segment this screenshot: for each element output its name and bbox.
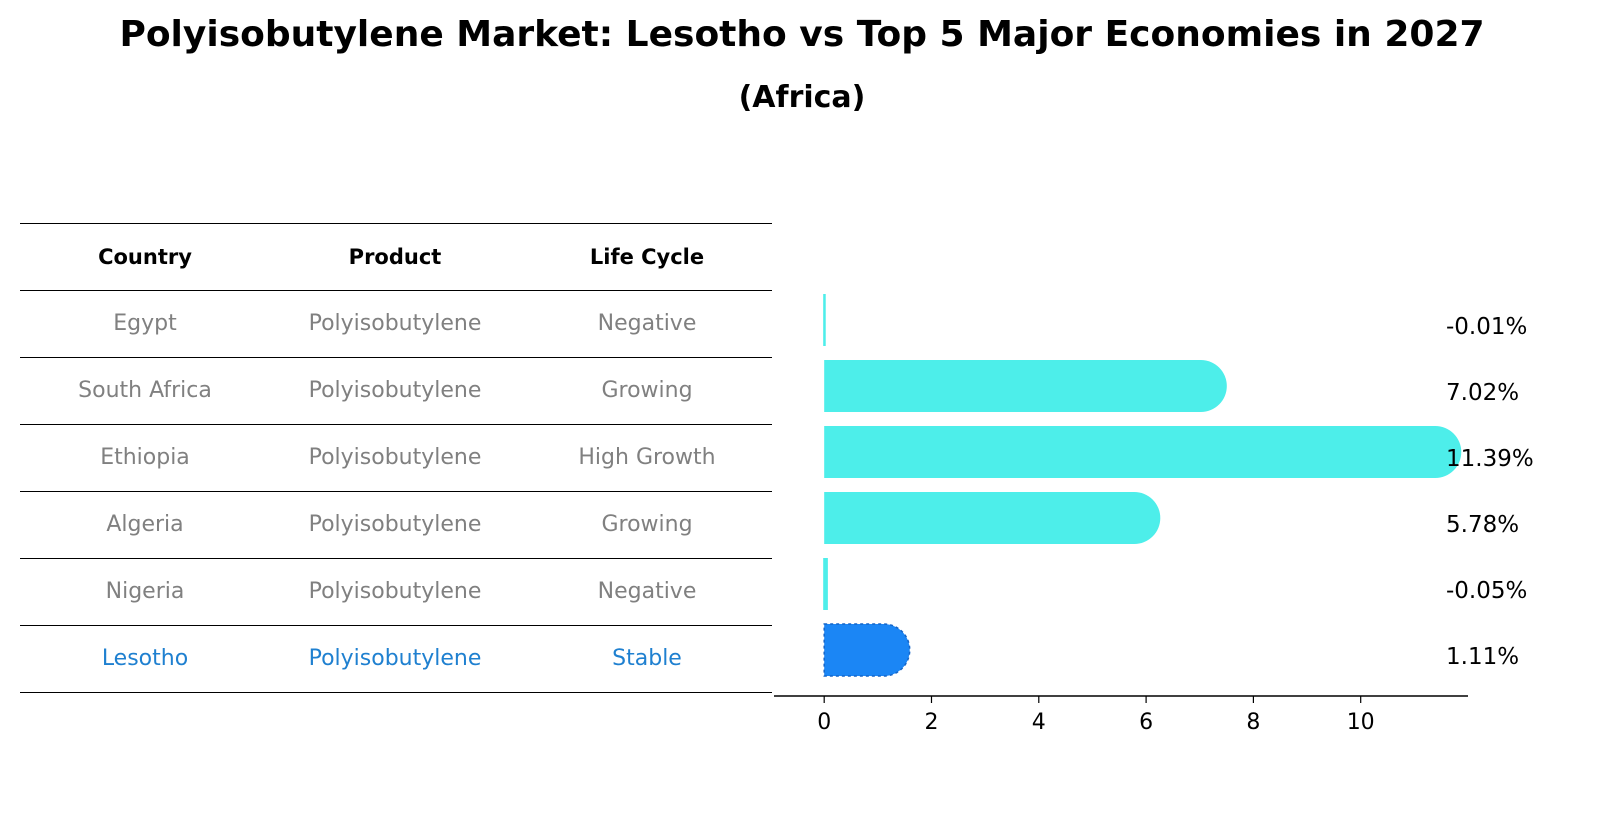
value-label: 11.39% (1446, 446, 1534, 472)
header-life-cycle: Life Cycle (589, 245, 705, 269)
value-label: -0.05% (1446, 578, 1527, 604)
header-country: Country (98, 245, 192, 269)
cell-country: Algeria (106, 512, 184, 537)
cell-product: Polyisobutylene (308, 445, 482, 470)
chart-subtitle: (Africa) (738, 80, 866, 115)
cell-product: Polyisobutylene (308, 646, 482, 671)
bar-ethiopia (824, 426, 1462, 478)
bar-chart: 0 2 4 6 8 10 -0.01% 7.02% 11.39% 5.78% -0.05% 1.11% (774, 294, 1534, 735)
comparison-table: Country Product Life Cycle Egypt Polyiso… (20, 223, 772, 693)
bar-lesotho (823, 623, 911, 677)
value-label: 7.02% (1446, 380, 1519, 406)
cell-life-cycle: Negative (597, 311, 697, 336)
x-tick-label: 6 (1139, 710, 1153, 735)
x-tick-label: 8 (1246, 710, 1260, 735)
bar-egypt (823, 294, 826, 346)
table-row: South Africa Polyisobutylene Growing (20, 357, 772, 424)
chart-title: Polyisobutylene Market: Lesotho vs Top 5… (119, 14, 1485, 55)
x-tick-label: 4 (1032, 710, 1046, 735)
cell-product: Polyisobutylene (308, 512, 482, 537)
header-product: Product (348, 245, 442, 269)
value-label: -0.01% (1446, 314, 1527, 340)
bar-nigeria (823, 558, 828, 610)
cell-life-cycle: Stable (612, 646, 682, 671)
cell-product: Polyisobutylene (308, 311, 482, 336)
cell-product: Polyisobutylene (308, 378, 482, 403)
cell-country: Ethiopia (100, 445, 190, 470)
table-row: Egypt Polyisobutylene Negative (20, 290, 772, 357)
table-row: Ethiopia Polyisobutylene High Growth (20, 424, 772, 491)
cell-life-cycle: Growing (601, 378, 693, 403)
x-tick-label: 0 (817, 710, 831, 735)
table-row: Algeria Polyisobutylene Growing (20, 491, 772, 558)
x-tick-label: 2 (924, 710, 938, 735)
cell-life-cycle: Growing (601, 512, 693, 537)
cell-life-cycle: Negative (597, 579, 697, 604)
bar-algeria (824, 492, 1161, 544)
cell-product: Polyisobutylene (308, 579, 482, 604)
cell-country: South Africa (78, 378, 212, 403)
value-label: 5.78% (1446, 512, 1519, 538)
cell-country: Nigeria (105, 579, 185, 604)
table-row: Nigeria Polyisobutylene Negative (20, 558, 772, 625)
value-label: 1.11% (1446, 644, 1519, 670)
bar-south-africa (824, 360, 1227, 412)
cell-country: Egypt (113, 311, 177, 336)
cell-country: Lesotho (101, 646, 189, 671)
x-tick-label: 10 (1347, 710, 1375, 735)
table-header-row: Country Product Life Cycle (20, 223, 772, 290)
cell-life-cycle: High Growth (578, 445, 716, 470)
table-row-highlighted: Lesotho Polyisobutylene Stable (20, 625, 772, 693)
